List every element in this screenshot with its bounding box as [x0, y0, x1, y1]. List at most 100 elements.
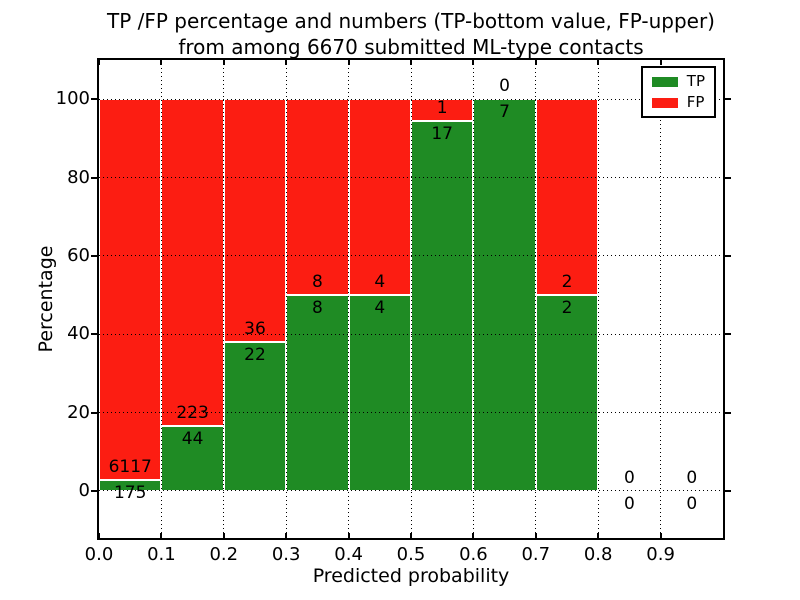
legend-label-fp: FP	[686, 93, 705, 111]
bar-segment-fp	[161, 99, 224, 427]
y-tick-label: 60	[67, 244, 90, 266]
x-tick-top	[597, 60, 600, 65]
y-tick-label: 0	[78, 479, 90, 501]
y-tick-left	[91, 489, 97, 492]
y-tick-right	[725, 489, 731, 492]
y-tick-left	[91, 333, 97, 336]
gridline-vertical	[535, 60, 537, 538]
gridline-vertical	[410, 60, 412, 538]
plot-area-inner: 6117 175 223 44 36 22 8 8 4 4 1 17 0 7 2 2 0 0 0 0 TP FP	[98, 60, 723, 538]
y-tick-left	[91, 254, 97, 257]
bar-segment-fp	[348, 99, 411, 296]
chart-title: TP /FP percentage and numbers (TP-bottom…	[88, 8, 734, 60]
plot-area: 6117 175 223 44 36 22 8 8 4 4 1 17 0 7 2 2 0 0 0 0 TP FP	[97, 58, 725, 540]
x-tick-bottom	[472, 533, 475, 538]
x-tick-label: 0.5	[396, 544, 426, 565]
x-tick-top	[472, 60, 475, 65]
bar-segment-fp	[286, 99, 349, 296]
x-tick-bottom	[597, 533, 600, 538]
x-tick-bottom	[160, 533, 163, 538]
y-tick-right	[725, 333, 731, 336]
gridline-vertical	[597, 60, 599, 538]
tp-count-label: 8	[311, 298, 323, 319]
tp-count-label: 0	[686, 493, 698, 514]
y-tick-left	[91, 176, 97, 179]
legend-swatch-fp	[651, 97, 678, 108]
x-axis-title: Predicted probability	[312, 565, 510, 587]
y-tick-label: 20	[67, 401, 90, 423]
x-tick-bottom	[410, 533, 412, 538]
x-tick-label: 0.6	[459, 544, 488, 565]
tp-count-label: 175	[113, 483, 147, 504]
gridline-vertical	[660, 60, 662, 538]
bar-segment-tp	[411, 120, 474, 491]
x-tick-bottom	[98, 533, 100, 538]
x-tick-top	[347, 60, 350, 65]
x-tick-label: 0.4	[334, 544, 363, 565]
gridline-vertical	[285, 60, 287, 538]
gridline-vertical	[160, 60, 162, 538]
x-tick-label: 0.8	[583, 544, 613, 565]
tp-count-label: 0	[623, 493, 635, 514]
x-tick-bottom	[659, 533, 662, 538]
legend-entry-tp: TP	[651, 72, 705, 90]
tp-count-label: 2	[561, 298, 573, 319]
x-tick-top	[98, 60, 100, 65]
legend-entry-fp: FP	[651, 93, 705, 111]
x-tick-top	[285, 60, 288, 65]
x-tick-label: 0.9	[646, 544, 675, 565]
fp-count-label: 6117	[108, 457, 152, 478]
fp-count-label: 0	[686, 467, 698, 488]
bar-segment-tp	[535, 295, 599, 491]
tp-count-label: 17	[431, 123, 453, 144]
x-tick-top	[160, 60, 163, 65]
fp-count-label: 2	[561, 272, 573, 293]
tp-count-label: 44	[181, 429, 204, 450]
chart-title-line2: from among 6670 submitted ML-type contac…	[178, 35, 644, 59]
chart-title-line1: TP /FP percentage and numbers (TP-bottom…	[107, 9, 715, 33]
fp-count-label: 1	[436, 97, 448, 118]
x-tick-label: 0.7	[521, 544, 551, 565]
x-tick-top	[534, 60, 537, 65]
x-tick-bottom	[347, 533, 350, 538]
tp-count-label: 22	[244, 345, 266, 366]
y-tick-label: 80	[67, 166, 90, 188]
bar-segment-fp	[99, 99, 162, 481]
x-tick-bottom	[222, 533, 225, 538]
fp-count-label: 0	[499, 76, 510, 97]
fp-count-label: 223	[176, 403, 209, 424]
fp-count-label: 8	[311, 272, 323, 293]
x-tick-top	[410, 60, 412, 65]
fp-count-label: 36	[244, 319, 266, 340]
bar-segment-tp	[223, 342, 287, 491]
y-tick-right	[725, 98, 731, 101]
y-tick-right	[725, 254, 731, 257]
bar-segment-tp	[286, 295, 349, 491]
tp-count-label: 4	[374, 298, 386, 319]
x-tick-label: 0.0	[84, 544, 114, 565]
y-tick-right	[725, 411, 731, 414]
y-tick-left	[91, 98, 97, 101]
gridline-vertical	[348, 60, 350, 538]
x-tick-label: 0.1	[147, 544, 176, 565]
x-tick-top	[659, 60, 662, 65]
x-tick-bottom	[534, 533, 537, 538]
bar-segment-tp	[348, 295, 411, 491]
legend-label-tp: TP	[686, 72, 705, 90]
y-tick-label: 100	[55, 88, 90, 110]
bar-segment-fp	[223, 99, 287, 343]
x-tick-top	[222, 60, 225, 65]
tp-count-label: 7	[499, 102, 510, 123]
fp-count-label: 4	[374, 272, 386, 293]
legend: TP FP	[640, 66, 716, 118]
gridline-vertical	[472, 60, 474, 538]
y-tick-label: 40	[67, 323, 90, 345]
x-tick-bottom	[285, 533, 288, 538]
x-tick-label: 0.2	[209, 544, 239, 565]
bar-segment-tp	[473, 99, 536, 491]
fp-count-label: 0	[623, 467, 635, 488]
bar-segment-fp	[535, 99, 599, 296]
gridline-vertical	[223, 60, 225, 538]
x-tick-label: 0.3	[271, 544, 301, 565]
y-tick-right	[725, 176, 731, 179]
